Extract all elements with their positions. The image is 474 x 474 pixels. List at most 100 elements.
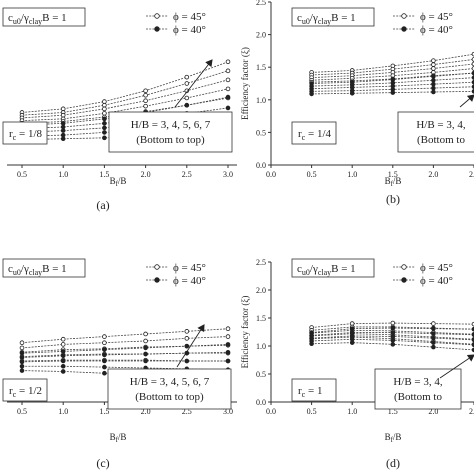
x-tick-label: 1.0	[58, 407, 68, 416]
legend-marker	[154, 277, 160, 283]
data-point	[143, 351, 148, 357]
rc-box	[2, 378, 48, 402]
data-point	[143, 103, 148, 109]
data-point	[431, 340, 436, 345]
data-point	[431, 66, 436, 71]
data-point	[184, 343, 190, 349]
data-point	[431, 62, 436, 67]
data-point	[184, 81, 190, 86]
data-point	[184, 95, 190, 101]
data-point	[431, 326, 436, 331]
series-line	[21, 336, 229, 349]
series-line	[311, 336, 474, 345]
data-point	[349, 326, 355, 331]
strength-ratio-box	[291, 7, 375, 27]
data-point	[390, 342, 396, 347]
x-tick-label: 1.0	[347, 407, 357, 416]
y-tick-label: 0.0	[256, 398, 266, 407]
strength-ratio-box	[291, 258, 375, 278]
data-point	[431, 58, 436, 63]
annotation-box	[107, 368, 232, 410]
series-line	[21, 79, 229, 119]
data-point	[60, 128, 66, 133]
x-tick-label: 2.0	[141, 170, 151, 179]
annotation-arrow	[439, 354, 474, 379]
y-tick-label: 2.0	[256, 31, 266, 40]
data-point	[225, 94, 231, 100]
data-point	[143, 338, 148, 344]
x-tick-label: 2.5	[469, 170, 474, 179]
data-point	[184, 102, 190, 108]
legend-label: ϕ = 45°	[420, 11, 453, 23]
series-line	[21, 359, 228, 362]
legend: ϕ = 45°ϕ = 40°	[393, 262, 453, 287]
rc-box	[2, 121, 48, 145]
data-point	[60, 136, 66, 142]
data-point	[431, 321, 436, 326]
panel-c: 0.5 1.0 1.5 2.0 2.5 3.0 Bf/B cu0/γclayB = 1 rc =…	[2, 258, 237, 470]
series-line	[311, 53, 474, 73]
legend-label: ϕ = 40°	[173, 24, 206, 36]
legend: ϕ = 45°ϕ = 40°	[146, 262, 206, 287]
data-point	[60, 369, 66, 374]
series-line	[311, 338, 474, 346]
panel-label: (c)	[96, 456, 109, 470]
annotation-arrow	[176, 324, 205, 368]
data-point	[102, 370, 107, 376]
x-tick-label: 2.0	[428, 170, 438, 179]
y-tick-label: 2.5	[256, 0, 266, 7]
data-point	[225, 342, 231, 347]
series-line	[21, 351, 229, 358]
x-tick-label: 0.0	[266, 170, 276, 179]
data-point	[390, 90, 396, 95]
data-point	[431, 344, 436, 350]
x-tick-label: 0.5	[307, 407, 317, 416]
data-point	[225, 68, 231, 74]
data-point	[19, 363, 25, 369]
x-tick-label: 1.0	[58, 170, 68, 179]
data-point	[225, 77, 231, 83]
panel-label: (a)	[96, 198, 109, 212]
data-point	[225, 59, 231, 65]
series-line	[21, 61, 229, 113]
series-line	[311, 77, 474, 87]
data-point	[102, 352, 107, 358]
x-tick-label: 2.5	[182, 407, 192, 416]
data-point	[225, 86, 231, 92]
strength-ratio-label: cu0/γclayB = 1	[297, 12, 356, 26]
series-line	[311, 326, 474, 331]
series-line	[311, 72, 474, 83]
strength-ratio-box	[2, 7, 86, 27]
data-point	[143, 331, 148, 337]
data-point	[390, 334, 396, 339]
data-point	[184, 336, 190, 341]
x-tick-label: 0.0	[266, 407, 276, 416]
data-point	[431, 335, 436, 341]
data-point	[225, 349, 231, 355]
data-point	[431, 74, 436, 79]
rc-label: rc = 1	[298, 385, 322, 399]
rc-box	[291, 121, 337, 145]
annotation-text: (Bottom to top)	[136, 134, 205, 146]
data-point	[19, 345, 25, 351]
data-point	[60, 342, 66, 347]
legend-marker	[154, 26, 160, 32]
data-point	[309, 91, 314, 97]
annotation-text: H/B = 3, 4,	[416, 119, 466, 131]
data-point	[184, 358, 190, 364]
annotation-arrow	[174, 59, 213, 108]
data-point	[143, 92, 148, 98]
legend-label: ϕ = 45°	[420, 262, 453, 274]
data-point	[19, 359, 25, 365]
data-point	[143, 345, 148, 351]
y-tick-label: 1.0	[256, 342, 266, 351]
strength-ratio-box	[2, 258, 86, 278]
x-tick-label: 2.0	[141, 407, 151, 416]
panel-label: (b)	[386, 192, 400, 206]
series-line	[21, 352, 228, 358]
x-tick-label: 1.0	[347, 170, 357, 179]
series-line	[311, 322, 474, 328]
data-point	[431, 77, 436, 83]
annotation-text: H/B = 3, 4, 5, 6, 7	[130, 376, 210, 388]
